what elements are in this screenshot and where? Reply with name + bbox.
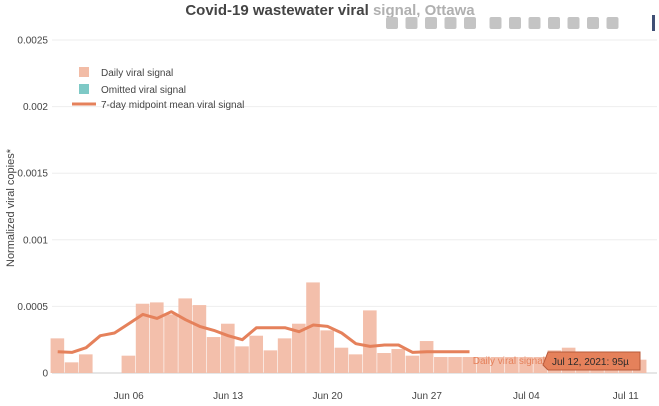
pan-icon[interactable]: [425, 17, 437, 29]
pan-icon-shape[interactable]: [425, 17, 437, 29]
legend[interactable]: Daily viral signal Omitted viral signal …: [72, 67, 244, 111]
daily-signal-bar[interactable]: [277, 338, 292, 373]
y-tick-label: 0.0025: [17, 36, 48, 47]
daily-signal-bar[interactable]: [235, 346, 249, 373]
chart-title-main: Covid-19 wastewater viral: [185, 2, 373, 19]
zoom-out-icon-shape[interactable]: [509, 17, 521, 29]
daily-signal-bar[interactable]: [320, 330, 335, 373]
legend-swatch-daily[interactable]: [79, 67, 89, 77]
zoom-icon[interactable]: [405, 17, 418, 29]
daily-signal-bar[interactable]: [519, 357, 533, 373]
box-select-icon[interactable]: [444, 17, 457, 29]
daily-signal-bar[interactable]: [363, 310, 377, 373]
daily-signal-bar[interactable]: [419, 341, 434, 373]
daily-signal-bar[interactable]: [64, 362, 79, 373]
x-tick-label: Jun 13: [213, 391, 243, 402]
plotly-logo-icon[interactable]: [652, 15, 655, 31]
daily-signal-bar[interactable]: [405, 355, 420, 373]
modebar[interactable]: [386, 15, 655, 31]
daily-signal-bar[interactable]: [391, 349, 406, 373]
x-tick-label: Jun 27: [412, 391, 442, 402]
y-axis-ticks: 0 0.0005 0.001 0.0015 0.002 0.0025: [17, 36, 48, 380]
spike-lines-icon-shape[interactable]: [567, 17, 580, 29]
daily-signal-bar[interactable]: [78, 354, 93, 373]
daily-signal-bar[interactable]: [50, 338, 65, 373]
lasso-icon-shape[interactable]: [464, 17, 476, 29]
y-tick-label: 0.0005: [17, 302, 48, 313]
daily-signal-bar[interactable]: [178, 298, 192, 373]
hover-label: Daily viral signal Jul 12, 2021: 95µ: [473, 351, 641, 371]
daily-signal-bar[interactable]: [505, 357, 519, 373]
daily-signal-bar[interactable]: [263, 350, 278, 373]
zoom-in-icon[interactable]: [489, 17, 502, 29]
daily-signal-bar[interactable]: [135, 303, 150, 373]
chart-title-faded: signal, Ottawa: [373, 2, 475, 19]
daily-signal-bar[interactable]: [206, 337, 221, 373]
hover-series-label: Daily viral signal: [473, 356, 545, 367]
daily-signal-bar[interactable]: [476, 357, 491, 373]
autoscale-icon-shape[interactable]: [528, 17, 541, 29]
legend-label-mean[interactable]: 7-day midpoint mean viral signal: [101, 100, 244, 111]
legend-label-omitted[interactable]: Omitted viral signal: [101, 85, 186, 96]
daily-signal-bar[interactable]: [377, 353, 391, 373]
daily-signal-bar[interactable]: [292, 323, 306, 373]
legend-swatch-omitted[interactable]: [79, 84, 89, 94]
hover-compare-icon-shape[interactable]: [606, 17, 619, 29]
daily-signal-bar[interactable]: [306, 282, 320, 373]
zoom-icon-shape[interactable]: [405, 17, 418, 29]
x-tick-label: Jun 20: [313, 391, 343, 402]
y-axis-title: Normalized viral copies*: [5, 148, 17, 267]
reset-axes-icon-shape[interactable]: [548, 17, 560, 29]
x-tick-label: Jul 11: [613, 391, 639, 402]
daily-signal-bar[interactable]: [448, 357, 462, 373]
daily-signal-bar[interactable]: [192, 305, 207, 373]
hover-closest-icon[interactable]: [587, 17, 599, 29]
hover-closest-icon-shape[interactable]: [587, 17, 599, 29]
mean-viral-signal-line[interactable]: [57, 310, 470, 354]
y-tick-label: 0: [42, 369, 48, 380]
daily-signal-bar[interactable]: [533, 357, 548, 373]
chart-title: Covid-19 wastewater viral signal, Ottawa: [185, 2, 475, 19]
daily-signal-bar[interactable]: [249, 335, 264, 373]
zoom-in-icon-shape[interactable]: [489, 17, 502, 29]
y-tick-label: 0.002: [23, 102, 48, 113]
y-tick-label: 0.001: [23, 235, 48, 246]
daily-signal-bar[interactable]: [462, 357, 477, 373]
daily-signal-bar[interactable]: [348, 354, 363, 373]
x-axis-ticks: Jun 06 Jun 13 Jun 20 Jun 27 Jul 04 Jul 11: [114, 391, 639, 402]
daily-signal-bar[interactable]: [221, 323, 235, 373]
daily-signal-bar[interactable]: [164, 314, 178, 373]
daily-signal-bar[interactable]: [121, 355, 136, 373]
legend-label-daily[interactable]: Daily viral signal: [101, 68, 173, 79]
y-tick-label: 0.0015: [17, 169, 48, 180]
zoom-out-icon[interactable]: [509, 17, 521, 29]
hover-box: [542, 351, 641, 371]
lasso-icon[interactable]: [464, 17, 476, 29]
x-tick-label: Jul 04: [513, 391, 540, 402]
hover-value-label: Jul 12, 2021: 95µ: [552, 357, 629, 368]
camera-icon-shape[interactable]: [386, 17, 398, 29]
hover-compare-icon[interactable]: [606, 17, 619, 29]
daily-signal-bar[interactable]: [490, 357, 505, 373]
daily-signal-bar[interactable]: [149, 302, 164, 373]
autoscale-icon[interactable]: [528, 17, 541, 29]
box-select-icon-shape[interactable]: [444, 17, 457, 29]
camera-icon[interactable]: [386, 17, 398, 29]
daily-signal-bar[interactable]: [334, 347, 349, 373]
reset-axes-icon[interactable]: [548, 17, 560, 29]
spike-lines-icon[interactable]: [567, 17, 580, 29]
daily-signal-bar[interactable]: [434, 357, 448, 373]
x-tick-label: Jun 06: [114, 391, 144, 402]
